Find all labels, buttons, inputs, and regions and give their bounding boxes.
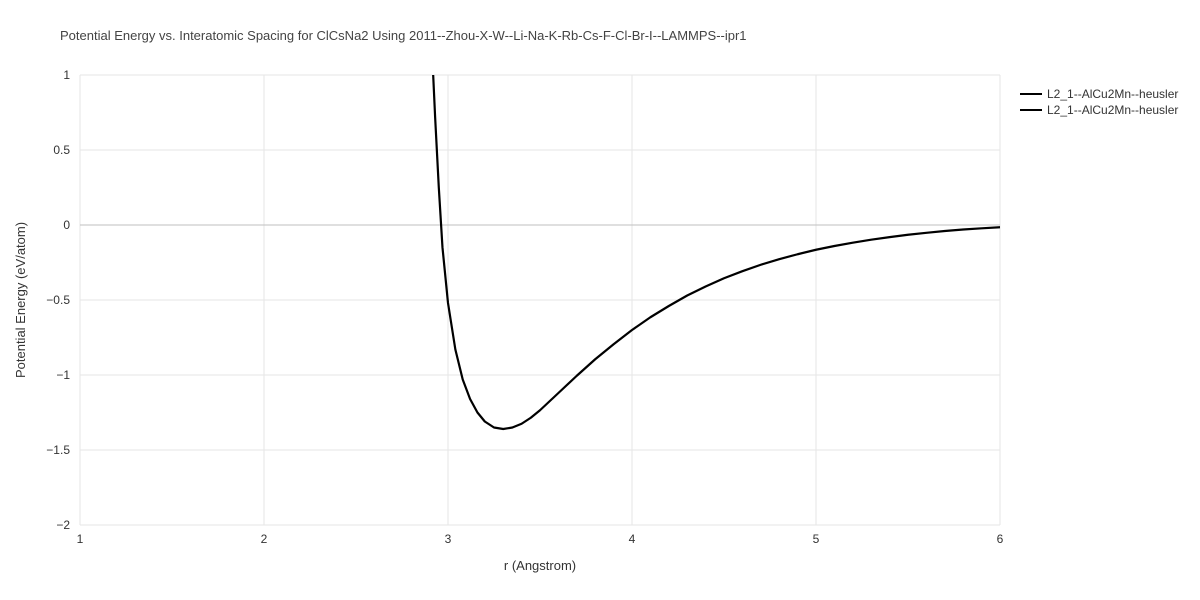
y-tick: 0 [63,218,70,232]
y-tick: −0.5 [46,293,70,307]
x-tick: 2 [261,532,268,546]
legend-label: L2_1--AlCu2Mn--heusler [1047,103,1178,117]
x-tick: 4 [629,532,636,546]
x-axis-label: r (Angstrom) [504,558,576,573]
legend-label: L2_1--AlCu2Mn--heusler [1047,87,1178,101]
legend-swatch [1020,93,1042,95]
y-tick: 0.5 [53,143,70,157]
y-tick: −1.5 [46,443,70,457]
y-tick: −1 [56,368,70,382]
series-group [420,0,1000,429]
legend-entry: L2_1--AlCu2Mn--heusler [1020,86,1178,102]
legend-entry: L2_1--AlCu2Mn--heusler [1020,102,1178,118]
x-tick: 6 [997,532,1004,546]
x-tick: 5 [813,532,820,546]
y-tick: 1 [63,68,70,82]
x-tick: 3 [445,532,452,546]
y-tick: −2 [56,518,70,532]
legend: L2_1--AlCu2Mn--heusler L2_1--AlCu2Mn--heu… [1020,86,1178,118]
x-tick-labels: 1 2 3 4 5 6 [77,532,1004,546]
series-line [420,0,1000,429]
x-tick: 1 [77,532,84,546]
y-tick-labels: −2 −1.5 −1 −0.5 0 0.5 1 [46,68,70,532]
y-axis-label: Potential Energy (eV/atom) [13,222,28,378]
gridlines [80,75,1000,525]
legend-swatch [1020,109,1042,111]
